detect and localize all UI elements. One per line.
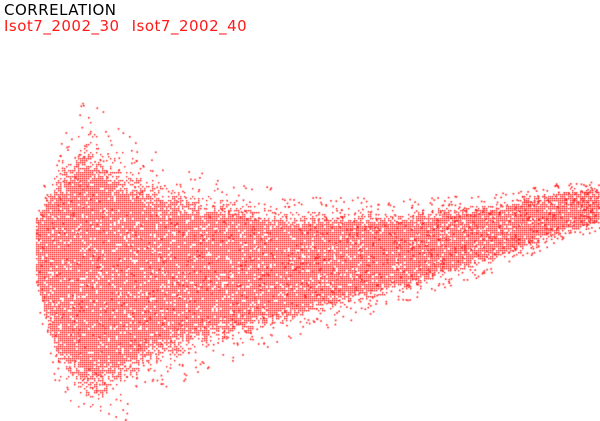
series-label: Isot7_2002_40 [131,17,248,35]
series-label: Isot7_2002_30 [4,17,120,35]
chart-title: CORRELATION [4,1,117,19]
series-labels: Isot7_2002_30 Isot7_2002_40 [4,17,259,35]
